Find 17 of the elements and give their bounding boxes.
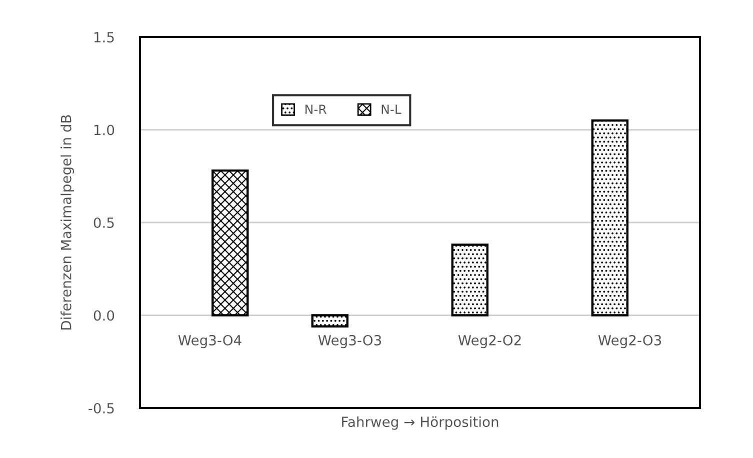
y-tick-label: -0.5 [88,402,114,414]
x-tick-label: Weg2-O3 [598,334,662,348]
y-tick-label: 1.0 [94,124,114,136]
y-tick-label: 0.0 [94,310,114,321]
bar [591,119,628,316]
bar [311,314,348,328]
x-tick-label: Weg2-O2 [458,334,521,348]
legend-label: N-L [382,104,402,114]
y-axis-title: Diferenzen Maximalpegel in dB [60,115,74,330]
x-axis-title: Fahrweg → Hörposition [342,416,498,430]
bar [212,169,249,316]
x-tick-label: Weg3-O4 [178,334,242,348]
x-tick-label: Weg3-O3 [318,334,382,348]
legend-label: N-R [306,104,326,114]
y-tick-label: 1.5 [94,32,114,42]
bar [451,244,488,316]
y-tick-label: 0.5 [94,217,114,228]
